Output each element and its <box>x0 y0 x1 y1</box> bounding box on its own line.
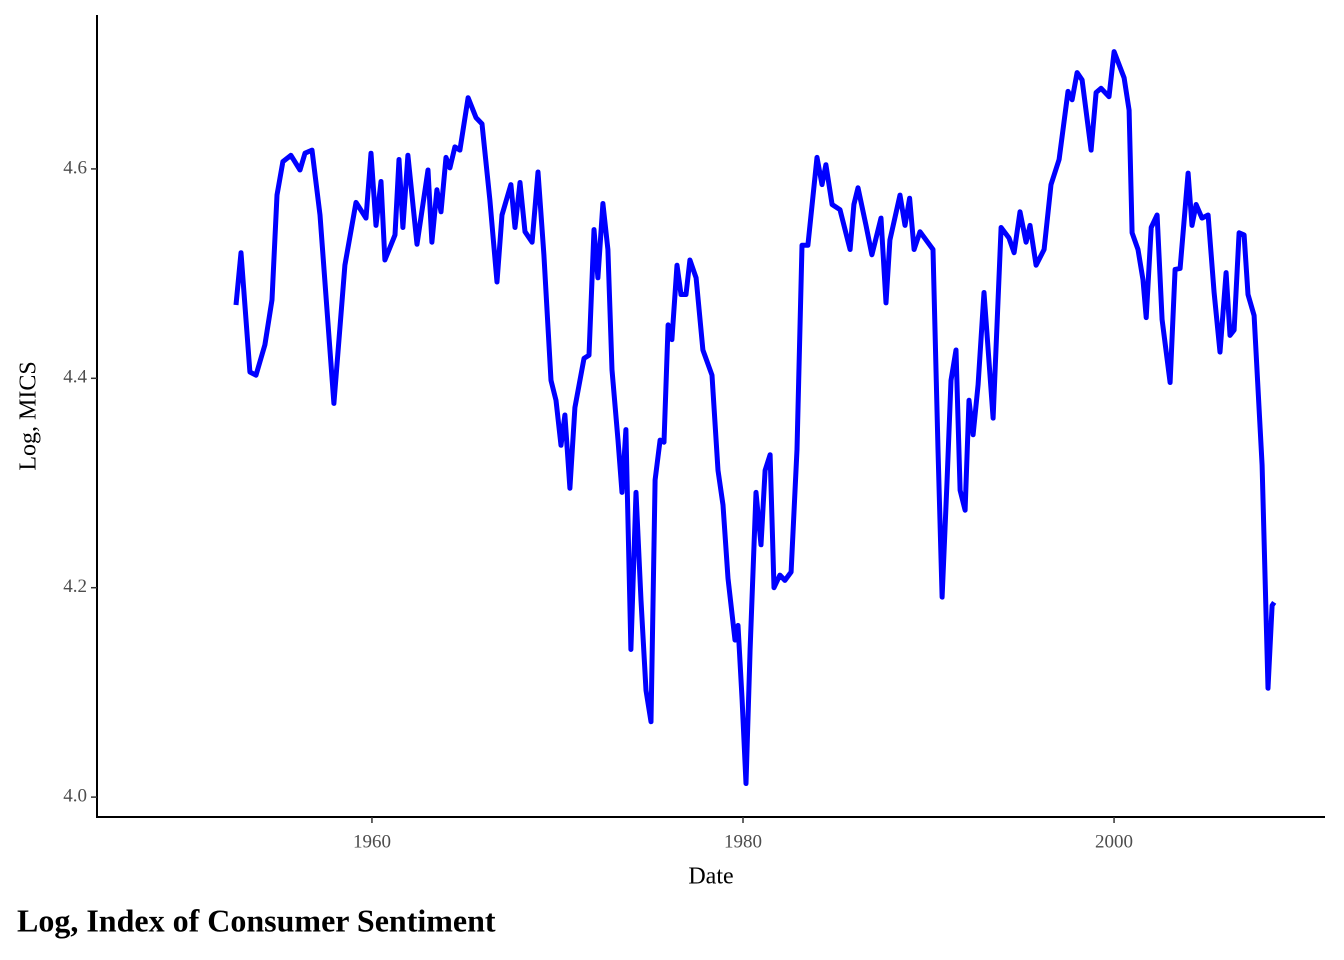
x-tick-label: 1980 <box>724 831 762 852</box>
y-tick-label: 4.0 <box>63 785 87 806</box>
x-axis-title: Date <box>688 864 733 890</box>
chart-title: Log, Index of Consumer Sentiment <box>17 902 496 938</box>
y-tick-label: 4.6 <box>63 157 87 178</box>
x-tick-label: 2000 <box>1095 831 1133 852</box>
y-tick-label: 4.4 <box>63 367 87 388</box>
data-line <box>233 49 1277 786</box>
y-axis-title: Log, MICS <box>16 361 42 470</box>
y-tick-label: 4.2 <box>63 576 87 597</box>
x-tick-label: 1960 <box>353 831 391 852</box>
